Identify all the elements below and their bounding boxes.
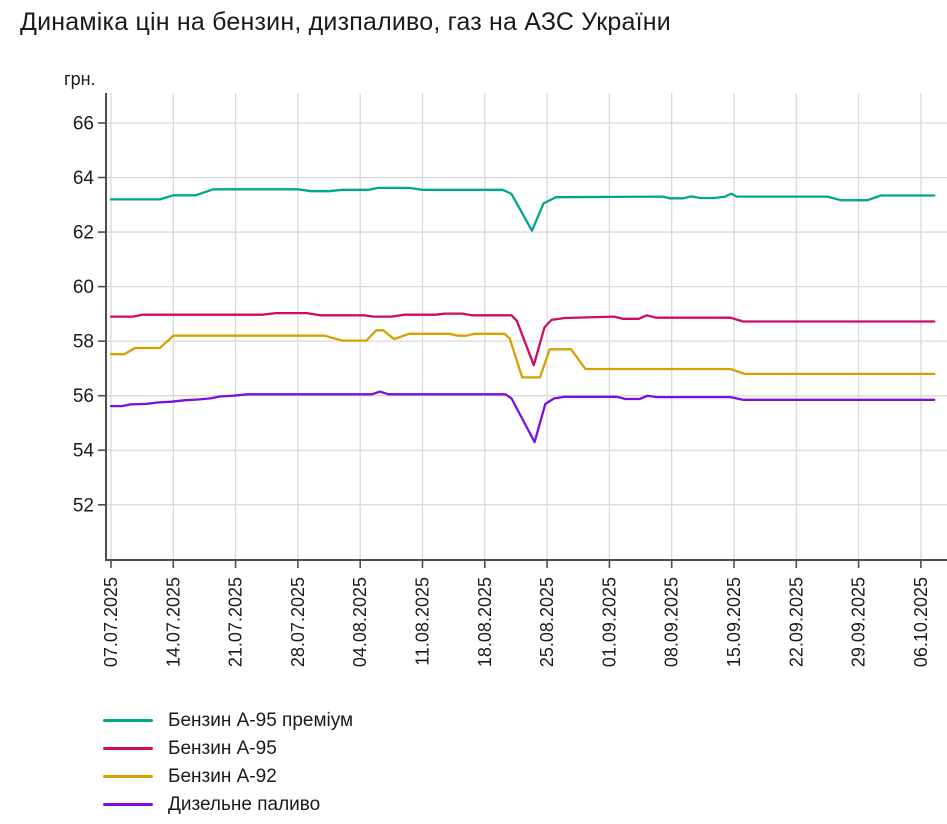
legend: Бензин А-95 преміум Бензин А-95 Бензин А-9… <box>103 710 353 815</box>
x-tick-label: 22.09.2025 <box>786 577 806 667</box>
price-line-chart: 66 64 62 60 58 56 54 52 07.07.2025 14.07.2025 21.0… <box>73 93 947 667</box>
x-tick-label: 06.10.2025 <box>911 577 931 667</box>
y-tick-label: 56 <box>73 386 94 407</box>
x-tick-label: 28.07.2025 <box>288 577 308 667</box>
legend-item: Дизельне паливо <box>103 794 353 815</box>
legend-item: Бензин А-95 <box>103 738 353 759</box>
chart-title: Динаміка цін на бензин, дизпаливо, газ н… <box>20 8 671 36</box>
legend-label: Бензин А-92 <box>168 765 277 787</box>
legend-label: Бензин А-95 <box>168 737 277 759</box>
legend-item: Бензин А-95 преміум <box>103 710 353 731</box>
legend-label: Бензин А-95 преміум <box>168 709 354 731</box>
x-tick-label: 07.07.2025 <box>101 577 121 667</box>
legend-label: Дизельне паливо <box>168 793 321 815</box>
y-tick-label: 64 <box>73 168 95 189</box>
legend-item: Бензин А-92 <box>103 766 353 787</box>
series-line <box>109 186 936 232</box>
x-tick-label: 25.08.2025 <box>537 577 557 667</box>
y-tick-label: 60 <box>73 277 94 298</box>
y-tick-label: 54 <box>73 441 95 462</box>
series-line <box>109 390 936 444</box>
legend-swatch-icon <box>103 747 153 750</box>
x-tick-label: 11.08.2025 <box>413 577 433 666</box>
x-tick-label: 04.08.2025 <box>350 577 370 667</box>
x-tick-label: 18.08.2025 <box>475 577 495 667</box>
y-axis-unit-label: грн. <box>64 69 96 89</box>
x-tick-label: 21.07.2025 <box>226 577 246 667</box>
y-tick-label: 66 <box>73 114 94 135</box>
y-tick-label: 52 <box>73 495 94 516</box>
series-line <box>109 329 936 379</box>
x-tick-label: 01.09.2025 <box>599 577 619 667</box>
x-tick-label: 29.09.2025 <box>849 577 869 667</box>
x-tick-label: 08.09.2025 <box>662 577 682 667</box>
series-line <box>109 311 936 367</box>
x-tick-label: 15.09.2025 <box>724 577 744 667</box>
legend-swatch-icon <box>103 719 153 722</box>
legend-swatch-icon <box>103 803 153 806</box>
x-tick-label: 14.07.2025 <box>163 577 183 667</box>
legend-swatch-icon <box>103 775 153 778</box>
y-tick-label: 58 <box>73 332 94 353</box>
y-tick-label: 62 <box>73 223 94 244</box>
